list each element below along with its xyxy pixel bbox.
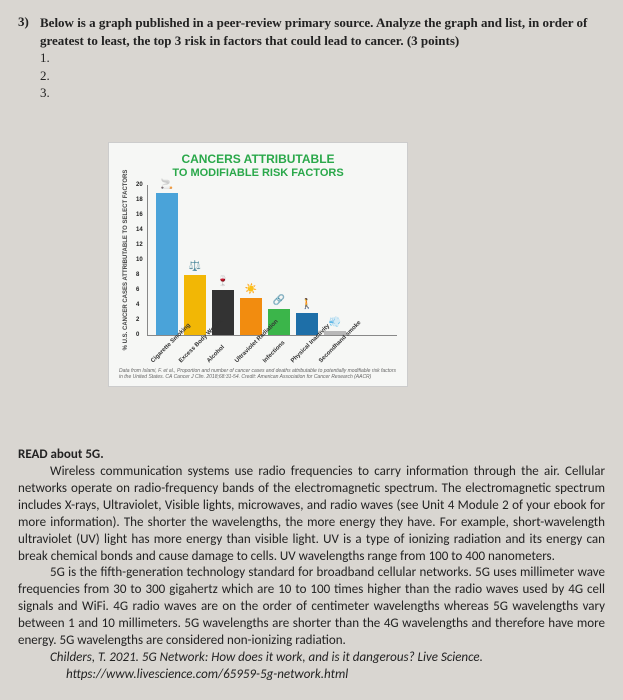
x-label: Physical Inactivity xyxy=(290,345,310,365)
bar-icon: ☀️ xyxy=(245,284,257,295)
chart-title: CANCERS ATTRIBUTABLE TO MODIFIABLE RISK … xyxy=(119,153,397,179)
bar xyxy=(240,298,262,336)
y-tick: 20 xyxy=(136,182,143,188)
chart-source: Data from Islami, F. et al., Proportion … xyxy=(119,368,397,380)
x-label: Infections xyxy=(262,345,282,365)
chart-card: CANCERS ATTRIBUTABLE TO MODIFIABLE RISK … xyxy=(108,142,408,387)
y-tick: 18 xyxy=(136,197,143,203)
bar-icon: 🔗 xyxy=(273,295,285,306)
answer-line-1: 1. xyxy=(40,49,605,67)
bar-icon: ⚖️ xyxy=(189,261,201,272)
bar-slot: 🚶 xyxy=(296,313,318,336)
reading-heading: READ about 5G. xyxy=(18,447,605,464)
y-axis-label: % U.S. CANCER CASES ATTRIBUTABLE TO SELE… xyxy=(123,170,129,351)
x-label: Ultraviolet Radiation xyxy=(234,345,254,365)
bar-icon: 🍷 xyxy=(217,276,229,287)
reading-p1: Wireless communication systems use radio… xyxy=(18,464,605,565)
y-tick: 10 xyxy=(136,257,143,263)
x-axis-labels: Cigarette SmokingExcess Body WeightAlcoh… xyxy=(155,336,397,342)
answer-line-2: 2. xyxy=(40,67,605,85)
bar xyxy=(296,313,318,336)
y-tick: 0 xyxy=(136,332,139,338)
x-label: Excess Body Weight xyxy=(178,345,198,365)
bar xyxy=(156,193,178,336)
reading-block: READ about 5G. Wireless communication sy… xyxy=(18,447,605,683)
chart-container: CANCERS ATTRIBUTABLE TO MODIFIABLE RISK … xyxy=(108,142,605,387)
bar-icon: 🚬 xyxy=(161,179,173,190)
reading-p2: 5G is the fifth-generation technology st… xyxy=(18,565,605,649)
y-tick: 12 xyxy=(136,242,143,248)
answer-list: 1. 2. 3. xyxy=(40,49,605,102)
reading-citation: Childers, T. 2021. 5G Network: How does … xyxy=(18,650,605,667)
y-tick: 8 xyxy=(136,272,139,278)
question-number: 3) xyxy=(18,14,40,49)
chart-title-line1: CANCERS ATTRIBUTABLE xyxy=(119,153,397,167)
y-tick: 6 xyxy=(136,287,139,293)
y-tick: 2 xyxy=(136,317,139,323)
answer-line-3: 3. xyxy=(40,84,605,102)
question-prompt: Below is a graph published in a peer-rev… xyxy=(40,14,605,49)
y-tick: 16 xyxy=(136,212,143,218)
question-block: 3) Below is a graph published in a peer-… xyxy=(18,14,605,102)
x-label: Secondhand smoke xyxy=(318,345,338,365)
bar-icon: 🚶 xyxy=(301,299,313,310)
chart-plot: % U.S. CANCER CASES ATTRIBUTABLE TO SELE… xyxy=(147,185,397,336)
x-label: Cigarette Smoking xyxy=(150,345,170,365)
bar-slot: 🚬 xyxy=(156,193,178,336)
bar-slot: ☀️ xyxy=(240,298,262,336)
x-label: Alcohol xyxy=(206,345,226,365)
chart-title-line2: TO MODIFIABLE RISK FACTORS xyxy=(119,167,397,180)
y-tick: 4 xyxy=(136,302,139,308)
reading-url: https://www.livescience.com/65959-5g-net… xyxy=(18,667,605,684)
y-tick: 14 xyxy=(136,227,143,233)
